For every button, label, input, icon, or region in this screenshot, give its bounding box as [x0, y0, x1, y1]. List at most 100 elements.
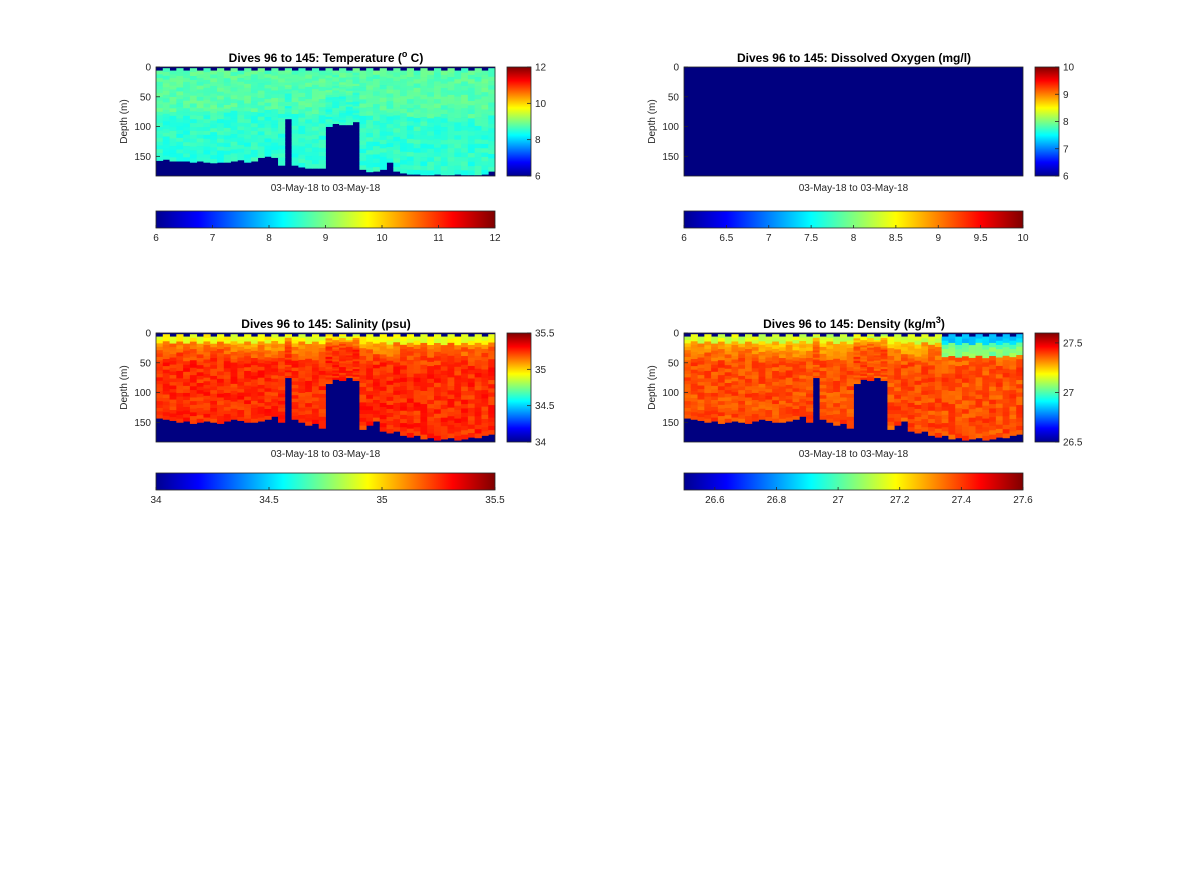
salinity-heatmap-cell — [372, 396, 381, 401]
salinity-heatmap-cell — [325, 365, 333, 368]
salinity-heatmap-cell — [420, 360, 428, 366]
temperature-heatmap-cell — [379, 97, 387, 103]
density-heatmap-cell — [867, 334, 875, 337]
salinity-heatmap-cell — [461, 395, 469, 401]
salinity-heatmap-cell — [406, 402, 415, 408]
temperature-heatmap-cell — [467, 118, 476, 124]
temperature-heatmap-cell — [447, 170, 455, 176]
salinity-heatmap-cell — [217, 382, 225, 387]
salinity-heatmap-cell — [217, 386, 225, 391]
temperature-heatmap-cell — [196, 104, 204, 109]
temperature-heatmap-cell — [325, 85, 333, 89]
density-heatmap-cell — [921, 419, 929, 424]
density-heatmap-cell — [880, 367, 888, 370]
salinity-hcolorbar-tick-label: 35.5 — [485, 495, 505, 506]
temperature-heatmap-cell — [400, 151, 408, 157]
salinity-heatmap-cell — [400, 381, 408, 387]
salinity-heatmap-cell — [481, 410, 489, 416]
temperature-heatmap-cell — [325, 94, 333, 98]
temperature-heatmap-cell — [244, 138, 252, 144]
salinity-heatmap-cell — [196, 379, 204, 384]
salinity-heatmap-cell — [447, 364, 455, 370]
density-heatmap-cell — [772, 363, 780, 368]
density-heatmap-cell — [826, 381, 834, 387]
salinity-heatmap-cell — [196, 375, 204, 380]
salinity-heatmap-cell — [169, 361, 177, 365]
temperature-heatmap-cell — [183, 157, 191, 162]
temperature-heatmap-cell — [291, 145, 299, 150]
temperature-heatmap-cell — [237, 81, 245, 86]
density-heatmap-cell — [724, 415, 732, 420]
temperature-heatmap-cell — [400, 83, 408, 89]
density-heatmap-cell — [975, 420, 983, 426]
salinity-heatmap-cell — [311, 375, 320, 380]
temperature-heatmap-cell — [393, 158, 401, 164]
density-heatmap-cell — [1009, 336, 1017, 342]
density-heatmap-cell — [1016, 400, 1024, 406]
temperature-heatmap-cell — [386, 120, 394, 125]
density-heatmap-cell — [792, 391, 800, 396]
density-heatmap-cell — [975, 433, 983, 439]
temperature-heatmap-cell — [244, 76, 252, 81]
density-heatmap-cell — [684, 380, 692, 385]
temperature-hcolorbar-tick-label: 8 — [266, 233, 272, 244]
temperature-heatmap-cell — [427, 140, 435, 145]
salinity-heatmap-cell — [386, 372, 394, 378]
density-heatmap-cell — [785, 345, 793, 350]
density-heatmap-cell — [826, 389, 834, 394]
density-heatmap-cell — [928, 348, 936, 354]
salinity-heatmap-cell — [257, 403, 265, 408]
salinity-heatmap-cell — [345, 365, 354, 368]
salinity-heatmap-cell — [264, 384, 272, 389]
temperature-heatmap-cell — [223, 104, 231, 110]
density-heatmap-cell — [907, 415, 915, 420]
density-heatmap-cell — [704, 359, 712, 364]
density-heatmap-cell — [995, 344, 1004, 350]
density-heatmap-cell — [833, 421, 841, 426]
salinity-heatmap-cell — [372, 389, 381, 394]
salinity-heatmap-cell — [244, 415, 252, 420]
salinity-heatmap-cell — [400, 336, 408, 342]
salinity-heatmap-cell — [488, 417, 496, 423]
temperature-heatmap-cell — [271, 112, 279, 117]
salinity-heatmap-cell — [427, 404, 435, 409]
salinity-heatmap-cell — [264, 340, 272, 344]
salinity-heatmap-cell — [311, 371, 320, 376]
density-heatmap-cell — [751, 361, 759, 366]
density-heatmap-cell — [887, 398, 895, 403]
temperature-heatmap-cell — [176, 157, 184, 162]
salinity-heatmap-cell — [189, 337, 198, 343]
salinity-heatmap-cell — [278, 383, 286, 387]
salinity-heatmap-cell — [400, 340, 408, 346]
density-heatmap-cell — [853, 346, 861, 350]
temperature-heatmap-cell — [366, 68, 374, 73]
density-heatmap-cell — [961, 431, 970, 437]
salinity-heatmap-cell — [217, 352, 225, 357]
temperature-heatmap-cell — [318, 119, 326, 124]
density-heatmap-cell — [704, 363, 712, 368]
salinity-heatmap-cell — [345, 360, 354, 363]
salinity-heatmap-cell — [325, 363, 333, 366]
salinity-heatmap-cell — [250, 418, 259, 423]
density-heatmap-cell — [772, 385, 780, 390]
density-heatmap-cell — [975, 411, 983, 417]
oxygen-colorbar-tick-label: 9 — [1063, 90, 1069, 101]
density-heatmap-cell — [799, 334, 807, 339]
temperature-heatmap-cell — [400, 108, 408, 114]
salinity-heatmap-cell — [413, 427, 421, 432]
density-heatmap-cell — [812, 372, 820, 375]
temperature-heatmap-cell — [488, 106, 496, 112]
density-heatmap-cell — [887, 410, 895, 415]
oxygen-panel: Dives 96 to 145: Dissolved Oxygen (mg/l)… — [647, 51, 1075, 244]
temperature-heatmap-cell — [379, 68, 387, 73]
temperature-heatmap-cell — [386, 70, 394, 75]
salinity-heatmap-cell — [210, 408, 218, 413]
temperature-heatmap-cell — [454, 139, 462, 145]
salinity-heatmap-cell — [413, 353, 421, 358]
salinity-heatmap-cell — [481, 361, 489, 366]
temperature-heatmap-cell — [440, 114, 448, 119]
density-heatmap-cell — [853, 379, 861, 382]
density-heatmap-cell — [778, 383, 787, 387]
salinity-heatmap-cell — [271, 347, 279, 352]
